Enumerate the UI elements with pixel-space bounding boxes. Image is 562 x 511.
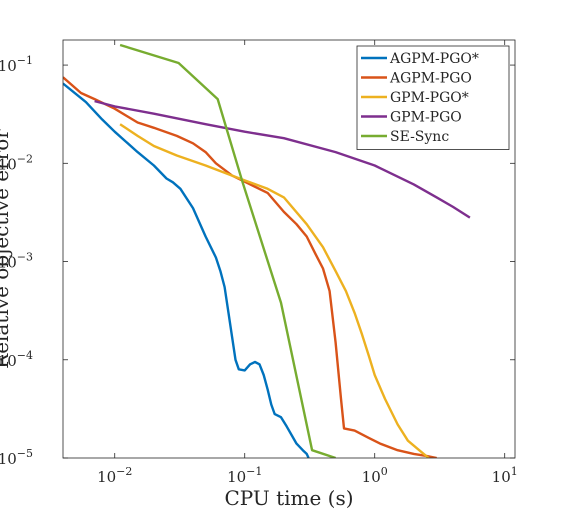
series-line-2: [119, 123, 430, 458]
legend-entry: AGPM-PGO*: [389, 51, 479, 67]
x-axis-title: CPU time (s): [224, 486, 353, 510]
legend-entry: GPM-PGO: [390, 110, 462, 126]
series-layer: [63, 43, 471, 458]
series-line-0: [63, 82, 310, 458]
legend-entry: GPM-PGO*: [390, 90, 469, 106]
y-tick-label: 10−1: [0, 54, 33, 75]
series-line-3: [94, 99, 471, 219]
x-tick-label: 100: [362, 465, 388, 486]
y-tick-label: 10−4: [0, 349, 33, 370]
x-tick-label: 101: [492, 465, 518, 486]
series-line-1: [63, 76, 437, 458]
y-tick-label: 10−2: [0, 152, 33, 173]
legend-entry: SE-Sync: [390, 129, 449, 145]
y-axis-title: Relative objective error: [0, 129, 13, 369]
x-tick-label: 10−1: [227, 465, 262, 486]
legend-entry: AGPM-PGO: [389, 71, 472, 87]
x-tick-label: 10−2: [97, 465, 132, 486]
series-line-4: [119, 43, 336, 458]
y-tick-label: 10−3: [0, 251, 33, 272]
y-tick-label: 10−5: [0, 447, 33, 468]
plot-area-frame: [62, 39, 516, 459]
legend: AGPM-PGO* AGPM-PGO GPM-PGO* GPM-PGO SE-Sync: [356, 45, 510, 150]
ticks-layer: 10−2 10−1 100 101 10−5 10−4 10−3 10−2 10−1: [0, 40, 518, 486]
